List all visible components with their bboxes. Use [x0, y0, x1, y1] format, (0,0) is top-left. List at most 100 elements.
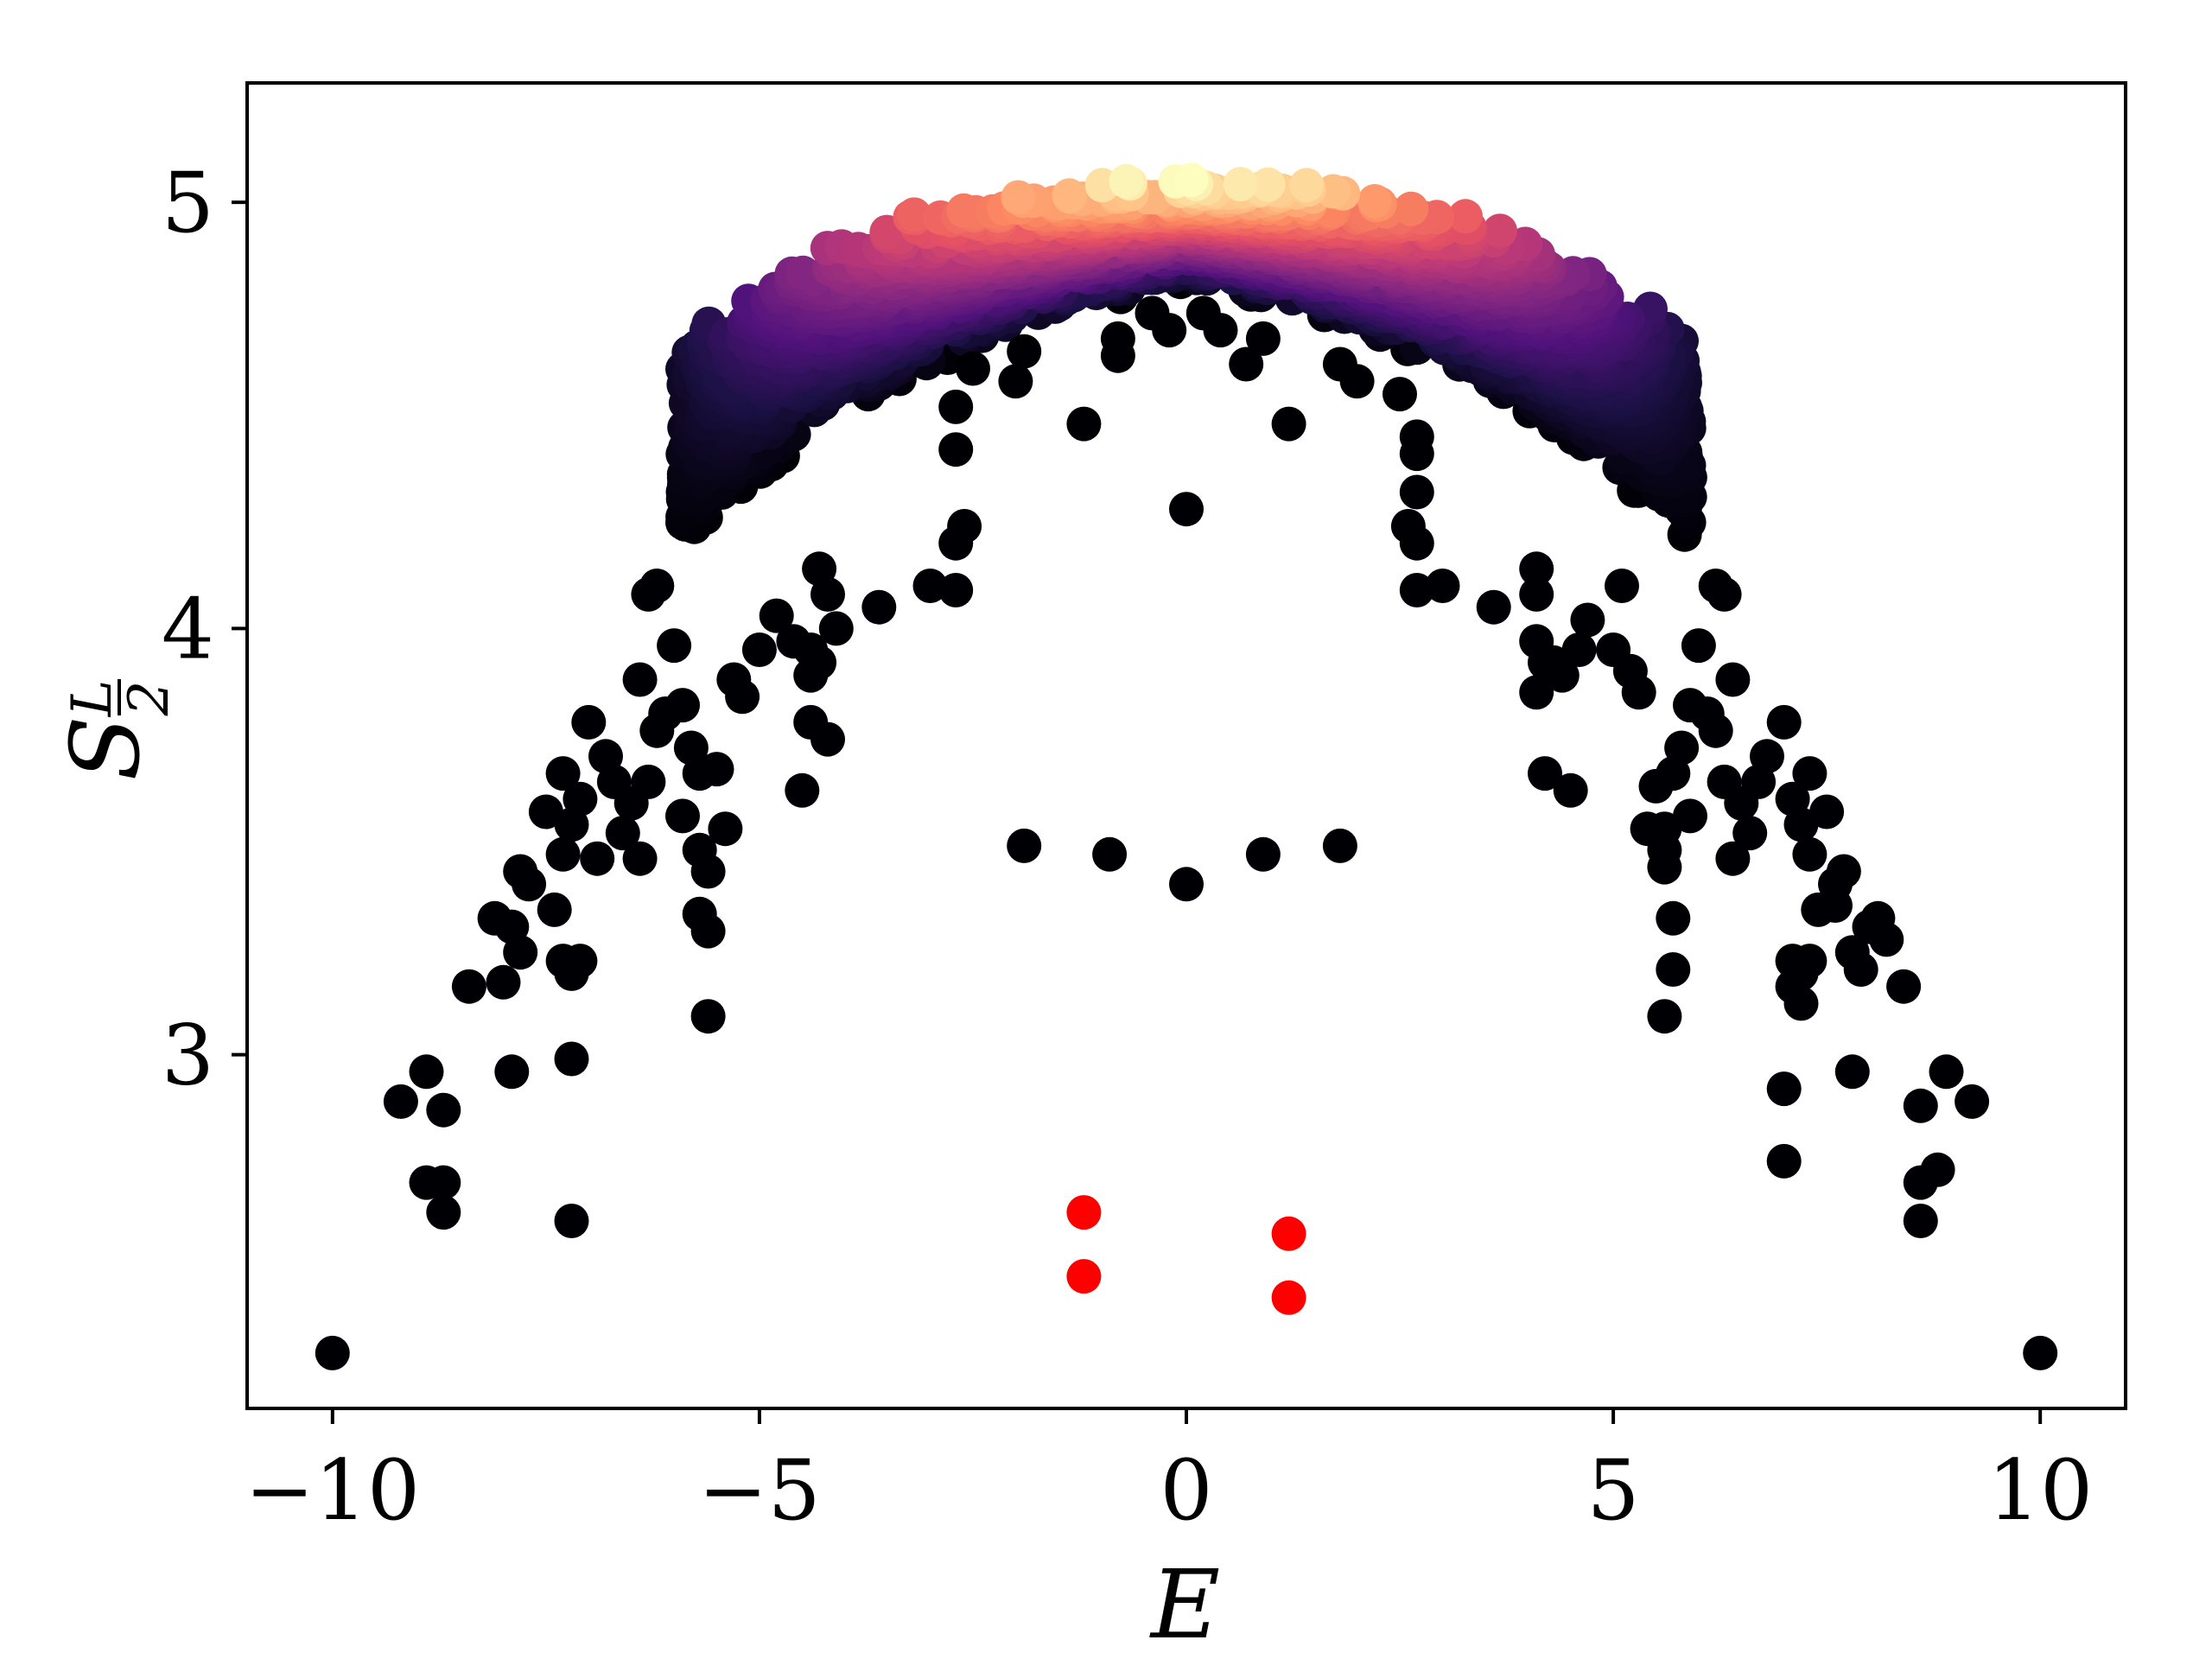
scatter-point [1519, 551, 1554, 587]
scatter-point [938, 432, 974, 467]
scatter-point [631, 764, 666, 799]
scatter-point [1382, 377, 1417, 412]
scatter-point [1903, 1204, 1938, 1238]
scatter-point [315, 1335, 350, 1370]
scatter-point [1792, 944, 1827, 979]
scatter-point [1647, 849, 1682, 885]
scatter-point [426, 1195, 461, 1230]
x-tick-label: −5 [698, 1442, 821, 1539]
highlight-point [1271, 1280, 1306, 1315]
scatter-point [1869, 922, 1904, 957]
scatter-point [1100, 321, 1135, 356]
x-tick-label: 10 [1987, 1442, 2093, 1539]
scatter-point [554, 1204, 589, 1238]
scatter-point [1681, 628, 1716, 664]
y-tick-label: 4 [162, 581, 214, 677]
scatter-point [571, 704, 607, 740]
scatter-point [861, 589, 897, 625]
scatter-point [1621, 675, 1656, 710]
scatter-point [554, 1041, 589, 1077]
y-axis-label-sub-num: L [60, 680, 124, 718]
scatter-point [1834, 1054, 1870, 1090]
y-axis-label: S L 2 [50, 679, 181, 781]
scatter-point [1605, 569, 1639, 603]
scatter-point [545, 756, 581, 791]
y-tick-label: 5 [162, 155, 214, 251]
scatter-point [426, 1092, 461, 1128]
scatter-point [1783, 807, 1819, 842]
scatter-point [1245, 836, 1281, 872]
scatter-point [1092, 836, 1128, 872]
scatter-point [1322, 828, 1357, 863]
scatter-point [1732, 816, 1768, 851]
scatter-point [818, 611, 854, 646]
scatter-point [1007, 828, 1042, 863]
scatter-point [1673, 798, 1707, 834]
scatter-point [1476, 589, 1511, 625]
scatter-point [1561, 632, 1597, 667]
scatter-point [759, 598, 794, 633]
scatter-point [1553, 772, 1588, 808]
scatter-point [409, 1054, 444, 1090]
scatter-point [1766, 1143, 1802, 1179]
scatter-point [1818, 888, 1853, 923]
scatter-point [1544, 658, 1580, 693]
scatter-point [956, 351, 990, 386]
scatter-point [741, 632, 777, 667]
scatter-point [494, 1054, 530, 1090]
y-axis-label-sub-den: 2 [118, 681, 181, 717]
band-point [1001, 180, 1036, 215]
scatter-point [1169, 492, 1204, 527]
scatter-point [639, 569, 675, 603]
scatter-point [1826, 854, 1861, 889]
scatter-point [622, 662, 658, 697]
scatter-point [1698, 713, 1733, 748]
scatter-point [1007, 334, 1042, 369]
scatter-point [1766, 1071, 1802, 1107]
scatter-point [1066, 406, 1102, 442]
scatter-point [665, 688, 700, 723]
scatter-point [912, 569, 948, 603]
highlight-point [1066, 1259, 1102, 1294]
scatter-point [563, 944, 598, 979]
x-tick-label: 5 [1587, 1442, 1640, 1539]
scatter-point [1169, 867, 1204, 902]
scatter-point [580, 841, 615, 876]
scatter-point [708, 811, 743, 847]
band-point [946, 193, 982, 228]
scatter-point [605, 816, 640, 851]
band-points [665, 162, 1707, 552]
scatter-point [938, 573, 974, 607]
scatter-point [690, 854, 726, 889]
scatter-point [1929, 1054, 1964, 1090]
x-tick-label: 0 [1160, 1442, 1212, 1539]
band-point [1223, 167, 1258, 202]
scatter-point [1715, 841, 1751, 876]
scatter-point [690, 999, 726, 1034]
band-point [1052, 178, 1087, 213]
y-axis-ticks: 3 4 5 [162, 155, 247, 1104]
scatter-point [1664, 730, 1700, 766]
x-axis-ticks: −10 −5 0 5 10 [245, 1408, 2093, 1539]
scatter-point [1656, 952, 1691, 987]
scatter-point [725, 679, 760, 715]
band-point [1483, 213, 1517, 249]
band-point [1250, 167, 1286, 202]
scatter-point [1707, 576, 1742, 612]
scatter-point [486, 964, 521, 1000]
scatter-point [426, 1165, 461, 1200]
band-point [1173, 162, 1209, 198]
scatter-point [528, 794, 563, 830]
scatter-point [785, 772, 820, 808]
scatter-point [1656, 900, 1691, 936]
scatter-point [512, 867, 547, 902]
scatter-point [1766, 704, 1802, 740]
scatter-point [1903, 1088, 1938, 1123]
scatter-point [563, 781, 598, 817]
band-point [1109, 163, 1144, 199]
band-point [897, 197, 931, 232]
scatter-point [1203, 313, 1238, 348]
scatter-point [1886, 969, 1922, 1004]
band-point [1448, 199, 1483, 234]
